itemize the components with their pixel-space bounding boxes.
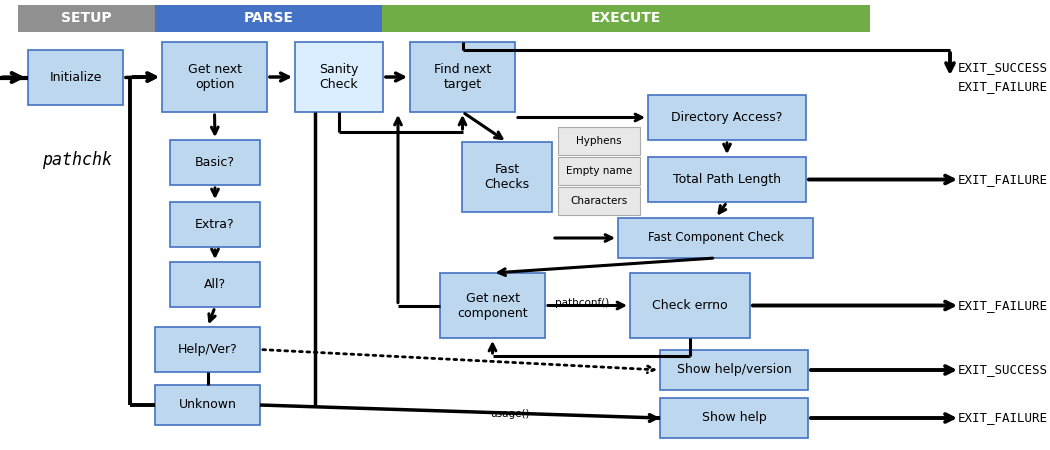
Text: EXIT_FAILURE: EXIT_FAILURE (958, 81, 1048, 94)
Text: EXECUTE: EXECUTE (591, 12, 662, 26)
FancyBboxPatch shape (440, 273, 545, 338)
FancyBboxPatch shape (170, 140, 260, 185)
FancyBboxPatch shape (618, 218, 813, 258)
FancyBboxPatch shape (382, 5, 870, 32)
Text: EXIT_FAILURE: EXIT_FAILURE (958, 411, 1048, 424)
FancyBboxPatch shape (660, 398, 808, 438)
FancyBboxPatch shape (28, 50, 123, 105)
FancyBboxPatch shape (162, 42, 267, 112)
FancyBboxPatch shape (558, 187, 640, 215)
Text: usage(): usage() (490, 409, 530, 419)
FancyBboxPatch shape (295, 42, 383, 112)
FancyBboxPatch shape (410, 42, 514, 112)
FancyBboxPatch shape (155, 385, 260, 425)
FancyBboxPatch shape (558, 157, 640, 185)
FancyBboxPatch shape (170, 262, 260, 307)
Text: Get next
option: Get next option (188, 63, 242, 91)
Text: Empty name: Empty name (566, 166, 632, 176)
Text: Directory Access?: Directory Access? (671, 111, 782, 124)
Text: pathchk: pathchk (42, 151, 112, 169)
FancyBboxPatch shape (18, 5, 155, 32)
FancyBboxPatch shape (558, 127, 640, 155)
Text: Extra?: Extra? (195, 218, 235, 231)
Text: SETUP: SETUP (61, 12, 111, 26)
Text: All?: All? (204, 278, 226, 291)
FancyBboxPatch shape (630, 273, 750, 338)
Text: Unknown: Unknown (178, 399, 236, 411)
FancyBboxPatch shape (660, 350, 808, 390)
Text: Show help: Show help (701, 411, 766, 424)
FancyBboxPatch shape (462, 142, 552, 212)
Text: Sanity
Check: Sanity Check (319, 63, 359, 91)
Text: Check errno: Check errno (652, 299, 728, 312)
FancyBboxPatch shape (648, 95, 806, 140)
Text: Characters: Characters (570, 196, 628, 206)
Text: Initialize: Initialize (49, 71, 102, 84)
FancyBboxPatch shape (155, 327, 260, 372)
Text: EXIT_SUCCESS: EXIT_SUCCESS (958, 62, 1048, 75)
FancyBboxPatch shape (170, 202, 260, 247)
Text: Total Path Length: Total Path Length (673, 173, 781, 186)
Text: Basic?: Basic? (195, 156, 235, 169)
Text: Show help/version: Show help/version (676, 364, 792, 377)
FancyBboxPatch shape (648, 157, 806, 202)
Text: Help/Ver?: Help/Ver? (177, 343, 237, 356)
Text: EXIT_SUCCESS: EXIT_SUCCESS (958, 364, 1048, 377)
Text: pathconf(): pathconf() (554, 298, 609, 308)
Text: Find next
target: Find next target (434, 63, 491, 91)
Text: Get next
component: Get next component (457, 292, 528, 320)
Text: EXIT_FAILURE: EXIT_FAILURE (958, 174, 1048, 186)
Text: Fast Component Check: Fast Component Check (648, 231, 783, 244)
Text: PARSE: PARSE (244, 12, 294, 26)
Text: Hyphens: Hyphens (576, 136, 622, 146)
FancyBboxPatch shape (155, 5, 382, 32)
Text: EXIT_FAILURE: EXIT_FAILURE (958, 300, 1048, 312)
Text: Fast
Checks: Fast Checks (484, 163, 529, 191)
